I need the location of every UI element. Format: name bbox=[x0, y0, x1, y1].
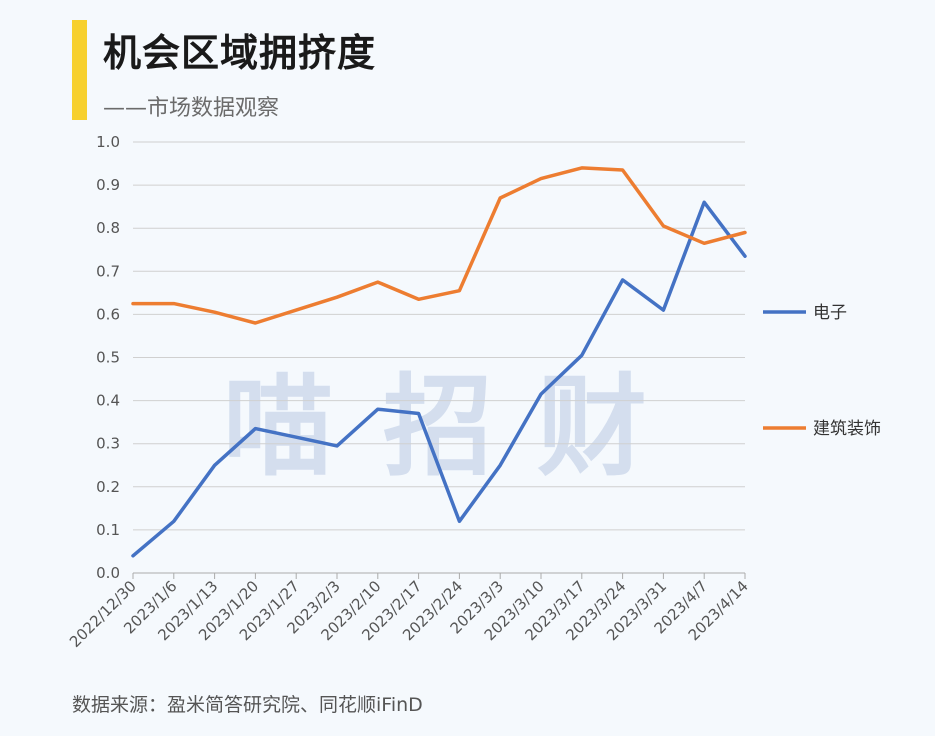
watermark-char-2: 招 bbox=[383, 363, 493, 491]
x-axis: 2022/12/302023/1/62023/1/132023/1/202023… bbox=[66, 572, 752, 651]
y-tick-label: 0.2 bbox=[96, 478, 120, 496]
y-tick-label: 1.0 bbox=[96, 133, 120, 151]
x-tick-label: 2022/12/30 bbox=[66, 577, 140, 651]
y-tick-label: 0.5 bbox=[96, 349, 120, 367]
watermark-char-3: 财 bbox=[537, 363, 647, 491]
y-tick-label: 0.9 bbox=[96, 176, 120, 194]
y-tick-label: 0.3 bbox=[96, 435, 120, 453]
page-subtitle: ——市场数据观察 bbox=[103, 96, 280, 121]
grid-lines bbox=[133, 141, 745, 574]
y-tick-label: 0.8 bbox=[96, 219, 120, 237]
series-line-1 bbox=[131, 166, 747, 325]
series-lines bbox=[131, 166, 747, 558]
watermark: 喵 招 财 bbox=[223, 363, 647, 491]
data-source-note: 数据来源：盈米简答研究院、同花顺iFinD bbox=[72, 694, 423, 716]
y-tick-label: 0.1 bbox=[96, 521, 120, 539]
y-tick-label: 0.6 bbox=[96, 305, 120, 323]
y-axis: 0.0 0.1 0.2 0.3 0.4 0.5 0.6 0.7 0.8 0.9 1.0 bbox=[96, 133, 120, 582]
y-tick-label: 0.7 bbox=[96, 262, 120, 280]
y-tick-label: 0.0 bbox=[96, 564, 120, 582]
series-line-0 bbox=[131, 200, 747, 558]
legend-label-0: 电子 bbox=[813, 303, 847, 323]
legend-label-1: 建筑装饰 bbox=[813, 419, 881, 439]
y-tick-label: 0.4 bbox=[96, 392, 120, 410]
page-title: 机会区域拥挤度 bbox=[103, 31, 377, 75]
title-accent-bar bbox=[72, 20, 87, 120]
watermark-char-1: 喵 bbox=[223, 363, 333, 491]
